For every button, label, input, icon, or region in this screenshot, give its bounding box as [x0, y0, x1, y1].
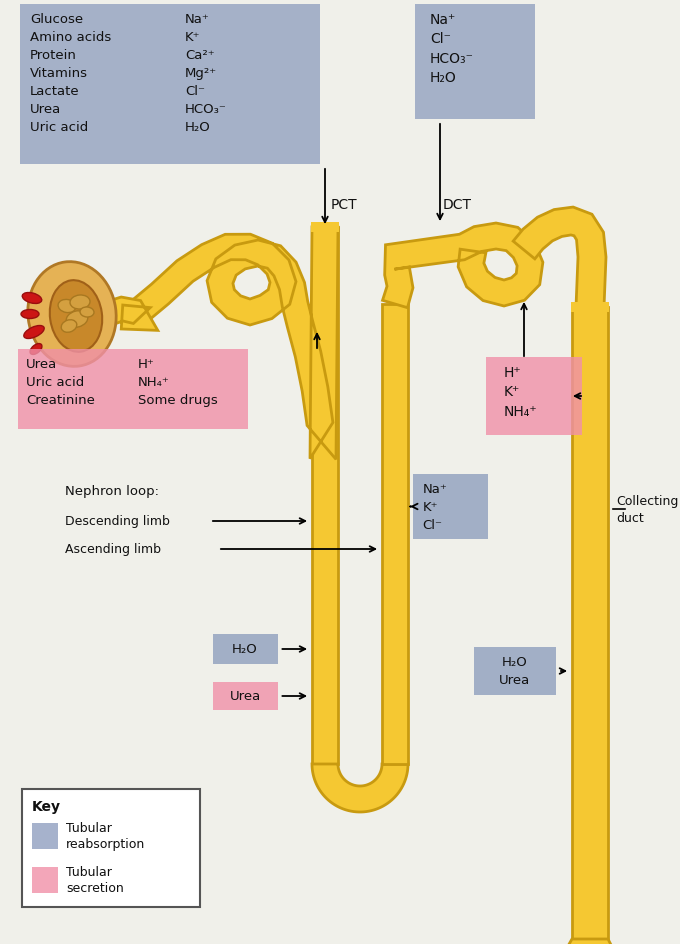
Bar [32, 823, 58, 849]
Bar [18, 349, 248, 430]
Polygon shape [513, 208, 606, 309]
Ellipse shape [80, 308, 94, 318]
Ellipse shape [58, 300, 76, 313]
Text: Ascending limb: Ascending limb [65, 543, 161, 556]
Text: Na⁺
K⁺
Ca²⁺
Mg²⁺
Cl⁻
HCO₃⁻
H₂O: Na⁺ K⁺ Ca²⁺ Mg²⁺ Cl⁻ HCO₃⁻ H₂O [185, 13, 227, 134]
Bar [213, 634, 277, 665]
Text: Tubular
reabsorption: Tubular reabsorption [66, 821, 146, 851]
Bar [571, 303, 609, 312]
Polygon shape [552, 939, 626, 944]
Polygon shape [122, 228, 338, 460]
Bar [486, 358, 582, 435]
Text: Na⁺
Cl⁻
HCO₃⁻
H₂O: Na⁺ Cl⁻ HCO₃⁻ H₂O [430, 13, 474, 85]
Text: H⁺
NH₄⁺
Some drugs: H⁺ NH₄⁺ Some drugs [138, 358, 218, 407]
Bar [312, 228, 338, 765]
Bar [474, 648, 556, 696]
Ellipse shape [28, 262, 116, 367]
Text: Glucose
Amino acids
Protein
Vitamins
Lactate
Urea
Uric acid: Glucose Amino acids Protein Vitamins Lac… [30, 13, 112, 134]
Text: Nephron loop:: Nephron loop: [65, 485, 159, 498]
Text: H⁺
K⁺
NH₄⁺: H⁺ K⁺ NH₄⁺ [504, 365, 538, 418]
Polygon shape [312, 765, 408, 812]
Ellipse shape [50, 281, 102, 352]
Ellipse shape [21, 311, 39, 319]
Ellipse shape [66, 312, 88, 328]
Bar [213, 683, 277, 710]
Text: Urea
Uric acid
Creatinine: Urea Uric acid Creatinine [26, 358, 95, 407]
Ellipse shape [22, 294, 41, 304]
Polygon shape [383, 224, 543, 309]
Text: H₂O
Urea: H₂O Urea [499, 656, 530, 687]
Bar [382, 305, 408, 765]
Ellipse shape [61, 320, 77, 333]
Text: Tubular
secretion: Tubular secretion [66, 866, 124, 895]
Ellipse shape [24, 327, 44, 339]
Text: Key: Key [32, 800, 61, 813]
Bar [311, 223, 339, 233]
Bar [413, 475, 488, 539]
Text: Na⁺
K⁺
Cl⁻: Na⁺ K⁺ Cl⁻ [422, 482, 447, 531]
Ellipse shape [30, 345, 42, 355]
Text: Collecting
duct: Collecting duct [616, 495, 679, 525]
Text: Urea: Urea [229, 690, 260, 702]
Text: H₂O: H₂O [232, 643, 258, 656]
Text: PCT: PCT [331, 198, 358, 211]
Bar [20, 5, 320, 165]
Bar [22, 789, 200, 907]
Text: DCT: DCT [443, 198, 472, 211]
Bar [572, 308, 608, 939]
Bar [415, 5, 535, 120]
Text: Descending limb: Descending limb [65, 515, 170, 528]
Polygon shape [103, 297, 158, 331]
Bar [32, 868, 58, 893]
Ellipse shape [70, 295, 90, 310]
